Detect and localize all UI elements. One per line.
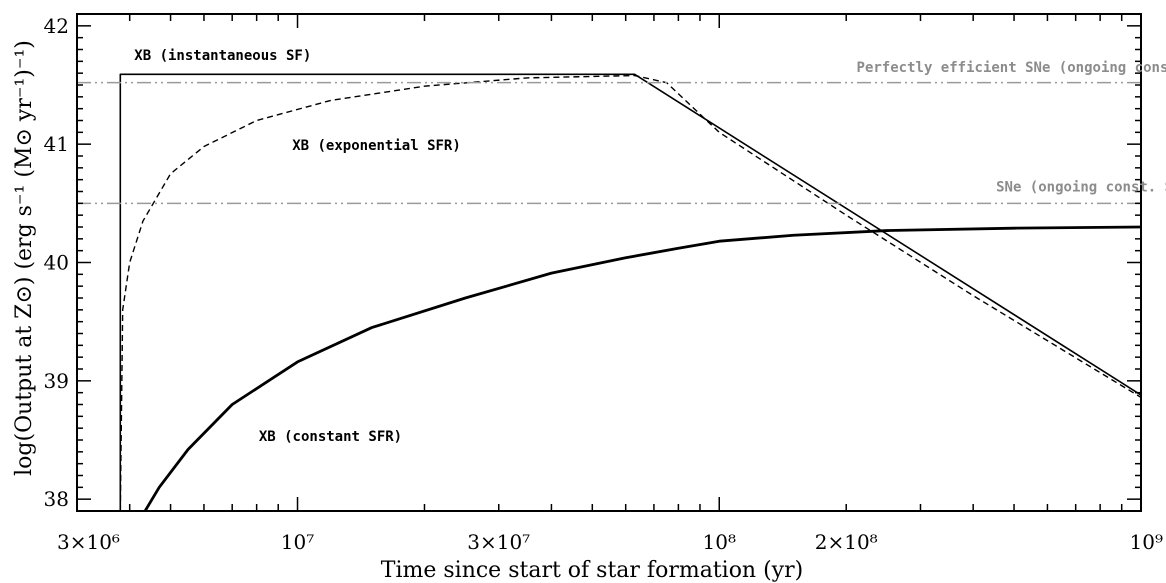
series-line-2: [119, 74, 1141, 511]
x-tick-label: 10⁹: [1130, 530, 1163, 554]
series-line-1: [119, 73, 1141, 511]
annotation-2: XB (exponential SFR): [292, 138, 461, 154]
y-axis-title: log(Output at Z⊙) (erg s⁻¹ (M⊙ yr⁻¹)⁻¹): [12, 40, 37, 476]
x-tick-label: 10⁸: [703, 530, 736, 554]
annotation-4: Perfectly efficient SNe (ongoing const. …: [857, 60, 1166, 76]
y-tick-label: 40: [44, 251, 69, 275]
annotation-1: XB (instantaneous SF): [134, 48, 311, 64]
x-tick-label: 3×10⁷: [467, 530, 530, 554]
y-tick-label: 38: [44, 487, 69, 511]
annotation-3: XB (constant SFR): [259, 429, 402, 445]
x-tick-label: 2×10⁸: [815, 530, 878, 554]
y-tick-label: 39: [44, 369, 69, 393]
y-tick-label: 42: [44, 14, 69, 38]
x-axis-title: Time since start of star formation (yr): [381, 558, 803, 583]
y-tick-label: 41: [44, 132, 69, 156]
series-line-3: [143, 225, 1141, 511]
x-tick-label: 10⁷: [281, 530, 314, 554]
x-tick-label: 3×10⁶: [57, 530, 120, 554]
annotation-5: SNe (ongoing const. SFR): [996, 180, 1166, 196]
